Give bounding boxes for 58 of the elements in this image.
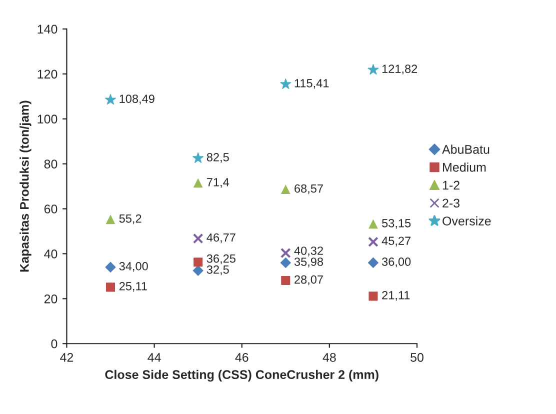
point [192,265,204,276]
data-label: 82,5 [206,153,229,163]
data-label: 46,77 [206,233,236,244]
point [281,276,290,286]
data-label: 25,11 [119,282,147,292]
x-tick-label: 42 [60,352,74,362]
y-axis-title: Kapasitas Produksi (ton/jam) [20,100,32,272]
point [280,78,292,90]
point [368,236,378,248]
data-label: 35,98 [294,258,324,268]
y-tick-label: 60 [44,204,58,214]
y-tick-label: 0 [51,339,58,348]
y-tick-label: 100 [38,114,58,124]
x-tick-label: 44 [148,353,161,362]
y-tick-label: 40 [44,250,58,258]
legend-label: AbuBatu [442,144,490,154]
x-tick-label: 46 [235,352,248,362]
point [368,257,378,268]
legend-label: Medium [443,162,486,172]
data-label: 55,2 [119,214,142,224]
data-label: 115,41 [294,79,329,89]
y-tick-label: 120 [38,70,58,79]
data-label: 121,82 [382,64,418,74]
legend-label: 2-3 [442,198,460,208]
legend-label: Oversize [442,216,491,226]
data-label: 68,57 [294,184,323,194]
y-tick-label: 20 [44,294,58,304]
data-label: 36,25 [206,254,236,264]
data-label: 45,27 [382,236,410,246]
point [105,262,116,272]
data-label: 108,49 [120,94,154,104]
point [368,64,379,75]
x-tick-label: 48 [322,352,336,362]
x-tick-label: 50 [410,352,424,362]
point [368,220,378,229]
data-label: 53,15 [382,218,411,229]
point [192,152,204,164]
data-label: 32,5 [206,265,229,276]
data-label: 40,32 [294,246,323,256]
data-label: 36,00 [382,258,411,268]
data-label: 71,4 [207,178,230,188]
y-tick-label: 140 [38,24,58,34]
point [280,257,291,268]
legend-label: 1-2 [442,180,460,190]
point [106,215,116,224]
point [194,178,203,188]
point [281,184,290,194]
point [192,233,204,244]
data-label: 21,11 [382,290,410,301]
x-axis-title: Close Side Setting (CSS) ConeCrusher 2 (mm) [105,370,378,382]
point [368,292,378,301]
point [194,258,203,267]
point [280,248,291,258]
y-tick-label: 80 [44,160,58,168]
point [106,282,116,292]
data-label: 28,07 [294,275,323,286]
point [104,94,116,105]
data-label: 34,00 [119,262,148,272]
